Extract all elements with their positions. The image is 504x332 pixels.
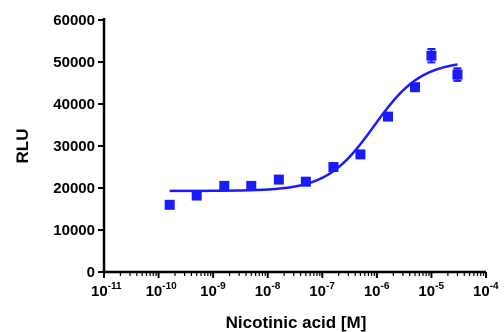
fit-curve	[169, 63, 458, 193]
y-tick-label: 10000	[53, 222, 95, 239]
x-tick-label: 10-6	[364, 281, 390, 300]
data-point	[219, 180, 230, 191]
x-tick-label: 10-7	[309, 281, 335, 300]
data-point	[410, 82, 421, 93]
y-tick-label: 50000	[53, 54, 95, 71]
data-point	[426, 47, 437, 64]
data-point	[355, 149, 366, 160]
y-tick-label: 40000	[53, 96, 95, 113]
data-point-marker	[328, 162, 339, 172]
y-tick-label: 30000	[53, 138, 95, 155]
data-point-marker	[452, 69, 463, 80]
data-points-layer	[164, 47, 463, 210]
data-point-marker	[355, 149, 366, 160]
data-point	[382, 111, 393, 122]
y-tick-label: 60000	[53, 12, 95, 29]
axis-labels: Nicotinic acid [M] RLU	[13, 129, 366, 332]
data-point	[328, 162, 339, 172]
data-point-marker	[426, 50, 437, 61]
data-point	[191, 190, 202, 201]
x-tick-label: 10-10	[146, 281, 178, 300]
data-point-marker	[300, 176, 311, 187]
x-tick-label: 10-5	[418, 281, 444, 300]
x-axis-title: Nicotinic acid [M]	[226, 313, 367, 332]
data-point	[273, 174, 284, 185]
x-tick-label: 10-8	[255, 281, 281, 300]
fit-curve-layer	[169, 63, 458, 193]
data-point-marker	[219, 180, 230, 191]
y-axis-title: RLU	[13, 129, 32, 164]
data-point	[300, 176, 311, 187]
y-tick-label: 20000	[53, 180, 95, 197]
x-tick-label: 10-11	[91, 281, 122, 300]
data-point-marker	[164, 199, 175, 210]
data-point-marker	[382, 111, 393, 122]
data-point-marker	[410, 82, 421, 93]
data-point-marker	[273, 174, 284, 185]
data-point-marker	[246, 180, 257, 191]
axes: 0 10000 20000 30000 40000 50000 60000 10-11 10-1…	[53, 12, 499, 300]
data-point-marker	[191, 190, 202, 201]
data-point	[246, 180, 257, 191]
data-point	[452, 67, 463, 82]
x-tick-label: 10-9	[200, 281, 226, 300]
x-tick-label: 10-4	[473, 281, 499, 300]
data-point	[164, 199, 175, 210]
y-tick-label: 0	[87, 264, 95, 281]
